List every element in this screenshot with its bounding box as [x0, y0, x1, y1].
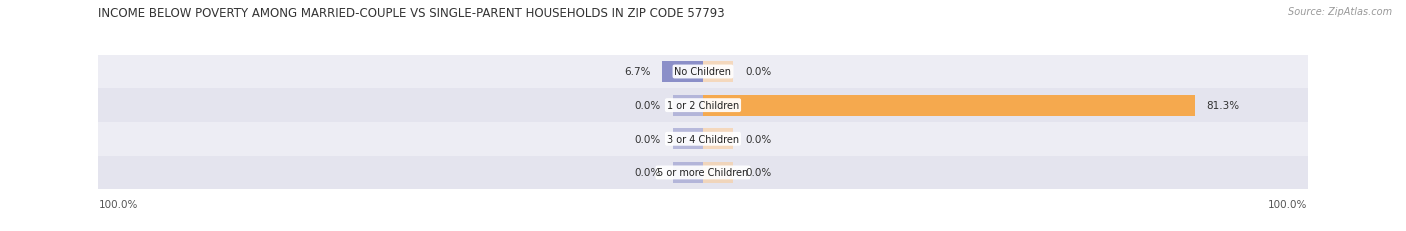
Bar [672, 129, 703, 149]
Bar [98, 89, 1308, 122]
Text: 100.0%: 100.0% [98, 199, 138, 209]
Bar [98, 156, 1308, 189]
Bar [98, 55, 1308, 89]
Text: 5 or more Children: 5 or more Children [658, 168, 748, 178]
Text: 0.0%: 0.0% [634, 101, 661, 111]
Text: 0.0%: 0.0% [634, 134, 661, 144]
Bar [672, 95, 703, 116]
Bar [703, 129, 734, 149]
Text: 81.3%: 81.3% [1206, 101, 1240, 111]
Text: 0.0%: 0.0% [745, 168, 772, 178]
Bar [672, 162, 703, 183]
Bar [703, 95, 1195, 116]
Text: 3 or 4 Children: 3 or 4 Children [666, 134, 740, 144]
Text: 100.0%: 100.0% [1268, 199, 1308, 209]
Bar [703, 62, 734, 82]
Bar [662, 62, 703, 82]
Bar [98, 122, 1308, 156]
Text: 0.0%: 0.0% [745, 67, 772, 77]
Text: Source: ZipAtlas.com: Source: ZipAtlas.com [1288, 7, 1392, 17]
Text: INCOME BELOW POVERTY AMONG MARRIED-COUPLE VS SINGLE-PARENT HOUSEHOLDS IN ZIP COD: INCOME BELOW POVERTY AMONG MARRIED-COUPL… [98, 7, 725, 20]
Text: No Children: No Children [675, 67, 731, 77]
Text: 6.7%: 6.7% [624, 67, 651, 77]
Bar [703, 162, 734, 183]
Text: 0.0%: 0.0% [634, 168, 661, 178]
Text: 1 or 2 Children: 1 or 2 Children [666, 101, 740, 111]
Text: 0.0%: 0.0% [745, 134, 772, 144]
